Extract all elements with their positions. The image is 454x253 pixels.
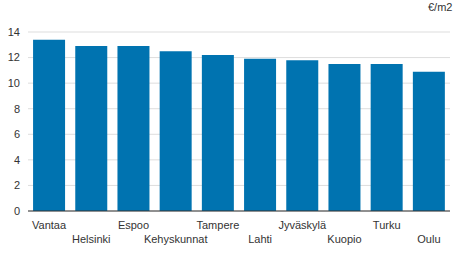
svg-text:8: 8 (14, 103, 20, 115)
svg-text:0: 0 (14, 205, 20, 217)
svg-text:Lahti: Lahti (248, 233, 272, 245)
svg-text:Turku: Turku (373, 219, 401, 231)
svg-text:Jyväskylä: Jyväskylä (278, 219, 327, 231)
html-text:€/m2: €/m2 (428, 1, 453, 13)
svg-text:Kuopio: Kuopio (327, 233, 361, 245)
svg-text:6: 6 (14, 128, 20, 140)
svg-text:Oulu: Oulu (417, 233, 440, 245)
svg-text:Kehyskunnat: Kehyskunnat (144, 233, 208, 245)
svg-text:4: 4 (14, 154, 20, 166)
svg-text:Vantaa: Vantaa (32, 219, 67, 231)
svg-text:2: 2 (14, 179, 20, 191)
svg-text:14: 14 (8, 26, 20, 38)
svg-text:12: 12 (8, 51, 20, 63)
svg-text:Helsinki: Helsinki (72, 233, 111, 245)
svg-text:10: 10 (8, 77, 20, 89)
svg-text:Espoo: Espoo (118, 219, 149, 231)
svg-text:Tampere: Tampere (197, 219, 240, 231)
